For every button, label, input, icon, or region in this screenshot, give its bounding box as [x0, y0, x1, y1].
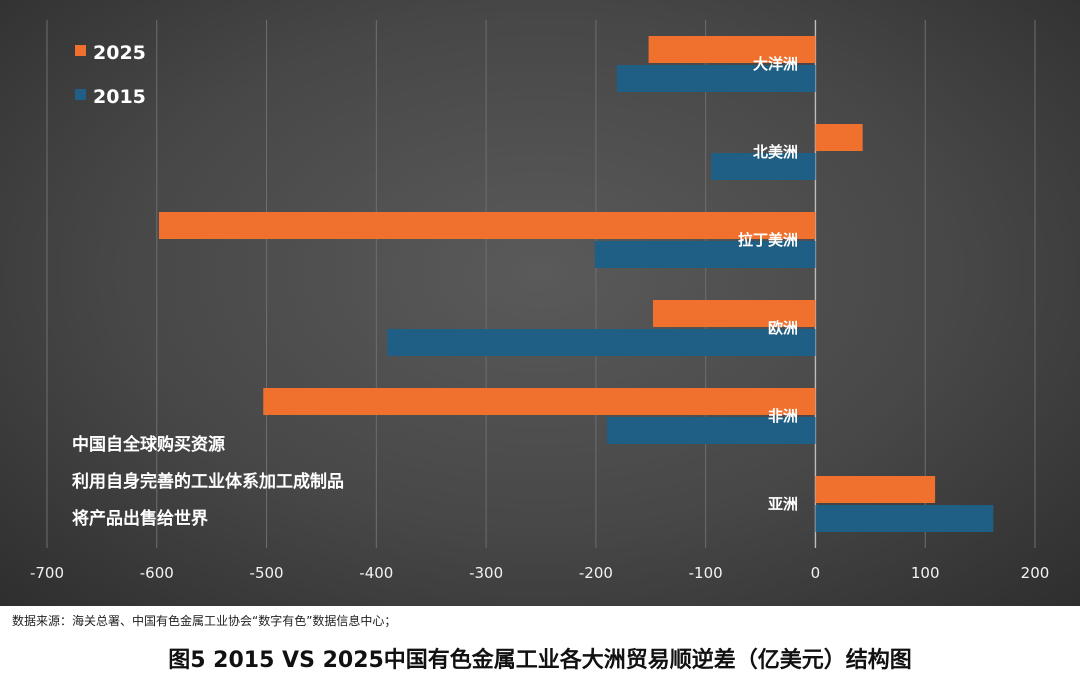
- legend-label-2015: 2015: [93, 86, 146, 108]
- category-label: 大洋洲: [753, 55, 798, 73]
- legend-swatch-2015: [75, 89, 86, 100]
- legend: 2025 2015: [75, 42, 146, 108]
- x-tick-label: -200: [579, 564, 613, 582]
- chart-title: 图5 2015 VS 2025中国有色金属工业各大洲贸易顺逆差（亿美元）结构图: [168, 648, 912, 673]
- category-label: 北美洲: [753, 143, 798, 161]
- x-tick-label: -100: [689, 564, 723, 582]
- bar-2025-0: [648, 36, 816, 63]
- x-tick-label: -300: [469, 564, 503, 582]
- legend-label-2025: 2025: [93, 42, 146, 64]
- bar-2025-5: [815, 476, 936, 503]
- category-label: 拉丁美洲: [738, 231, 798, 249]
- bar-2015-4: [606, 417, 816, 444]
- bar-2015-2: [594, 241, 816, 268]
- source-note: 数据来源：海关总署、中国有色金属工业协会“数字有色”数据信息中心；: [12, 614, 397, 628]
- x-tick-label: 200: [1021, 564, 1050, 582]
- category-label: 非洲: [768, 407, 798, 425]
- category-label: 亚洲: [768, 495, 798, 513]
- x-tick-label: -700: [30, 564, 64, 582]
- grid-lines: [46, 20, 1036, 548]
- annotation-line-3: 将产品出售给世界: [72, 509, 208, 529]
- annotation-line-1: 中国自全球购买资源: [72, 435, 225, 455]
- bars: [158, 36, 994, 532]
- category-label: 欧洲: [768, 319, 798, 337]
- chart-panel: 大洋洲北美洲拉丁美洲欧洲非洲亚洲 -700 -600 -500 -400 -300 -20…: [0, 0, 1080, 606]
- bar-2025-4: [263, 388, 816, 415]
- x-tick-label: 0: [811, 564, 821, 582]
- bar-2015-3: [387, 329, 816, 356]
- annotation-line-2: 利用自身完善的工业体系加工成制品: [72, 472, 344, 492]
- x-tick-label: -400: [359, 564, 393, 582]
- x-axis-tick-labels: -700 -600 -500 -400 -300 -200 -100 0 100 200: [30, 564, 1049, 582]
- bar-2015-0: [616, 65, 816, 92]
- bar-2015-1: [711, 153, 816, 180]
- legend-swatch-2025: [75, 45, 86, 56]
- x-tick-label: -600: [140, 564, 174, 582]
- bar-2025-1: [815, 124, 863, 151]
- bar-2015-5: [815, 505, 994, 532]
- bar-2025-3: [652, 300, 816, 327]
- bar-2025-2: [158, 212, 816, 239]
- x-tick-label: 100: [911, 564, 940, 582]
- x-tick-label: -500: [250, 564, 284, 582]
